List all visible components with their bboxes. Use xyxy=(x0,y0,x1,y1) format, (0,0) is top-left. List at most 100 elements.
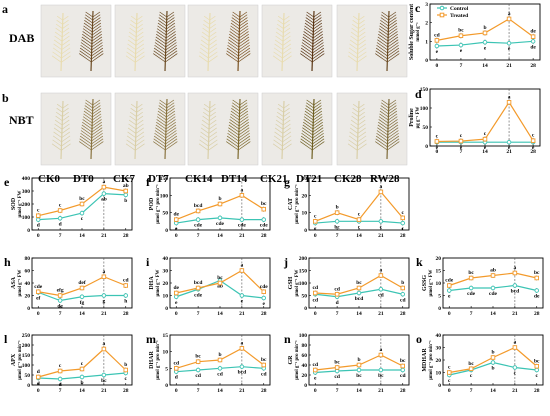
data-point xyxy=(239,193,245,198)
data-point xyxy=(530,39,536,44)
leaflet xyxy=(55,23,63,29)
significance-letter: c xyxy=(125,376,128,382)
leaflet xyxy=(348,135,358,143)
leaflet xyxy=(358,15,365,21)
leaflet xyxy=(91,138,104,148)
leaflet xyxy=(303,121,314,130)
photo-background xyxy=(187,92,259,166)
leaflet xyxy=(56,103,63,109)
data-point xyxy=(123,192,128,198)
significance-letter: cd xyxy=(217,371,223,377)
y-tick-label: 20 xyxy=(436,256,442,262)
leaflet xyxy=(305,20,314,27)
significance-letter: de xyxy=(174,212,180,218)
chart-letter: j xyxy=(283,255,288,269)
significance-letter: b xyxy=(218,352,221,358)
leaflet xyxy=(201,119,210,126)
leaflet xyxy=(304,113,314,121)
leaflet xyxy=(166,11,175,18)
data-point xyxy=(101,184,107,190)
data-point xyxy=(534,275,540,281)
leaflet xyxy=(282,47,292,55)
leaflet xyxy=(228,36,240,45)
leaflet xyxy=(229,33,240,42)
x-tick-label: 0 xyxy=(436,63,439,69)
leaflet xyxy=(227,42,239,51)
significance-letter: bc xyxy=(217,275,223,281)
significance-letter: h xyxy=(124,299,127,305)
significance-letter: g xyxy=(103,299,106,305)
leaflet xyxy=(388,110,398,118)
leaflet xyxy=(277,107,284,113)
significance-letter: d xyxy=(37,369,40,375)
leaflet xyxy=(135,35,144,42)
leaflet xyxy=(156,28,167,36)
significance-letter: bcd xyxy=(194,280,203,286)
chart-letter: f xyxy=(146,175,151,189)
leaflet xyxy=(154,42,166,51)
significance-letter: cd xyxy=(123,278,129,284)
leaflet xyxy=(283,19,290,25)
y-tick-label: 100 xyxy=(160,193,169,199)
leaflet xyxy=(276,111,284,117)
leaflet xyxy=(166,14,175,21)
leaflet xyxy=(81,39,93,48)
data-point xyxy=(217,357,223,363)
y-axis-label: DHAR xyxy=(149,351,155,369)
leaflet xyxy=(135,143,145,151)
data-point xyxy=(36,374,41,380)
leaflet xyxy=(80,42,92,51)
x-tick-label: 0 xyxy=(175,388,178,394)
significance-letter: a xyxy=(380,347,383,353)
leaflet xyxy=(272,55,283,63)
y-axis-unit: μmol g⁻¹ FW xyxy=(294,269,300,296)
y-tick-label: 50 xyxy=(25,373,31,379)
leaflet xyxy=(130,103,137,109)
legend-treated-marker xyxy=(439,12,445,18)
leaflet xyxy=(232,99,241,106)
leaflet xyxy=(230,113,240,121)
leaflet xyxy=(91,36,103,45)
significance-letter: bc xyxy=(534,270,540,276)
leaflet xyxy=(228,127,240,136)
data-point xyxy=(57,216,63,221)
leaflet xyxy=(239,20,248,27)
leaflet xyxy=(277,19,284,25)
data-point xyxy=(512,345,518,350)
leaflet xyxy=(388,99,397,106)
leaflet xyxy=(54,35,63,42)
nbt-photo xyxy=(261,92,333,166)
y-tick-label: 5 xyxy=(165,366,168,372)
leaflet xyxy=(203,103,210,109)
x-tick-label: 14 xyxy=(490,311,496,317)
leaflet xyxy=(202,111,210,117)
leaflet xyxy=(208,135,218,143)
leaflet xyxy=(376,130,388,139)
significance-letter: cd xyxy=(400,297,406,303)
x-tick-label: 21 xyxy=(506,149,512,155)
leaflet xyxy=(125,55,136,63)
leaflet xyxy=(312,127,324,136)
leaflet xyxy=(61,47,71,55)
leaflet xyxy=(203,15,210,21)
y-tick-label: 5 xyxy=(438,294,441,300)
leaflet xyxy=(228,124,240,133)
leaflet xyxy=(358,107,365,113)
leaflet xyxy=(300,141,313,151)
data-point xyxy=(57,293,63,298)
significance-letter: b xyxy=(491,350,494,356)
x-tick-label: 21 xyxy=(506,63,512,69)
leaflet xyxy=(378,28,389,36)
significance-letter: c xyxy=(436,133,439,139)
leaflet xyxy=(388,20,397,27)
group-label: DT7 xyxy=(148,173,169,185)
leaflet xyxy=(282,123,291,130)
leaflet xyxy=(81,124,93,133)
leaflet xyxy=(61,143,71,151)
leaflet xyxy=(202,27,210,34)
leaflet xyxy=(165,130,177,139)
leaflet xyxy=(239,102,248,109)
leaflet xyxy=(387,28,398,36)
data-point xyxy=(239,364,245,369)
